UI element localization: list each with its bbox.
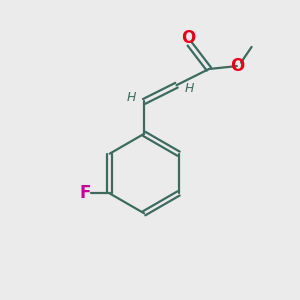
Text: O: O (181, 28, 195, 46)
Text: H: H (184, 82, 194, 95)
Text: F: F (79, 184, 91, 202)
Text: H: H (127, 92, 136, 104)
Text: O: O (230, 57, 244, 75)
